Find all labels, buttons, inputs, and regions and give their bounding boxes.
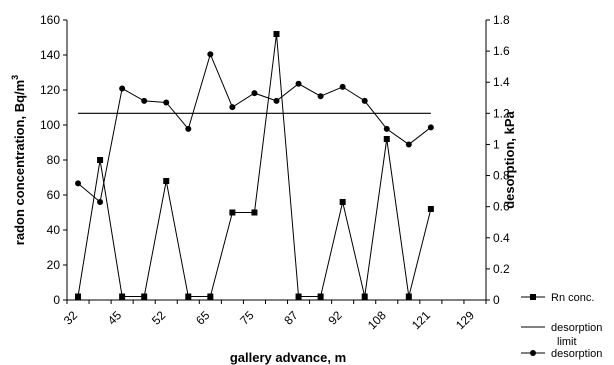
right-tick-label: 0.8 bbox=[493, 169, 510, 183]
right-tick-label: 1.2 bbox=[493, 106, 510, 120]
right-tick-label: 0 bbox=[493, 293, 500, 307]
right-axis-ticks: 0 0.2 0.4 0.6 0.8 1 1.2 1.4 1.6 1.8 bbox=[486, 13, 510, 307]
rn-conc-point bbox=[97, 157, 104, 163]
legend-square-marker bbox=[530, 294, 536, 300]
rn-conc-point bbox=[295, 293, 302, 300]
desorption-point bbox=[75, 180, 82, 187]
desorption-point bbox=[229, 104, 236, 111]
x-tick-label: 32 bbox=[61, 308, 81, 328]
rn-conc-line bbox=[77, 33, 432, 297]
desorption-point bbox=[251, 90, 258, 97]
rn-conc-point bbox=[229, 209, 236, 216]
x-axis-title: gallery advance, m bbox=[230, 350, 346, 365]
desorption-point bbox=[295, 80, 302, 87]
x-tick-label: 65 bbox=[193, 308, 213, 328]
desorption-point bbox=[317, 93, 324, 100]
desorption-point bbox=[383, 125, 390, 132]
desorption-point bbox=[141, 97, 148, 104]
desorption-point bbox=[97, 199, 104, 205]
legend-label-limit: desorption bbox=[551, 322, 602, 334]
x-tick-label: 45 bbox=[105, 308, 125, 328]
rn-conc-point bbox=[383, 136, 390, 142]
desorption-point bbox=[405, 141, 412, 148]
x-tick-label: 129 bbox=[453, 308, 477, 332]
x-tick-label: 121 bbox=[409, 308, 433, 332]
legend-label-rn: Rn conc. bbox=[551, 292, 594, 304]
right-tick-label: 0.2 bbox=[493, 262, 510, 276]
left-axis-ticks: 0 20 40 60 80 100 120 140 160 bbox=[40, 13, 67, 307]
left-tick-label: 160 bbox=[40, 13, 60, 27]
desorption-point bbox=[119, 85, 126, 92]
rn-conc-point bbox=[185, 293, 192, 300]
x-tick-label: 108 bbox=[365, 308, 389, 332]
rn-conc-point bbox=[251, 209, 258, 216]
rn-conc-point bbox=[75, 293, 82, 300]
left-axis-title: radon concentration, Bq/m3 bbox=[10, 75, 27, 245]
rn-conc-point bbox=[119, 293, 126, 300]
right-tick-label: 1.6 bbox=[493, 44, 510, 58]
legend-label-desorption: desorption bbox=[551, 348, 602, 360]
plot-area bbox=[66, 20, 487, 301]
left-tick-label: 100 bbox=[40, 118, 60, 132]
rn-conc-point bbox=[141, 293, 148, 300]
rn-conc-point bbox=[207, 293, 214, 300]
right-tick-label: 1 bbox=[493, 137, 500, 151]
x-axis-ticks: 32 45 52 65 75 87 92 108 121 129 bbox=[61, 300, 487, 332]
x-tick-label: 87 bbox=[281, 308, 301, 328]
left-tick-label: 60 bbox=[47, 188, 61, 202]
left-tick-label: 20 bbox=[47, 258, 61, 272]
rn-conc-point bbox=[405, 293, 412, 300]
left-tick-label: 0 bbox=[53, 293, 60, 307]
rn-conc-point bbox=[317, 293, 324, 300]
left-tick-label: 120 bbox=[40, 83, 60, 97]
desorption-point bbox=[339, 83, 346, 90]
left-tick-label: 40 bbox=[47, 223, 61, 237]
rn-conc-point bbox=[163, 178, 170, 184]
desorption-point bbox=[361, 97, 368, 104]
desorption-point bbox=[185, 125, 192, 132]
desorption-point bbox=[273, 97, 280, 104]
left-tick-label: 80 bbox=[47, 153, 61, 167]
x-tick-label: 52 bbox=[149, 308, 169, 328]
right-tick-label: 1.4 bbox=[493, 75, 510, 89]
desorption-line bbox=[77, 52, 432, 203]
desorption-point bbox=[207, 51, 214, 58]
legend-label-limit-sub: limit bbox=[557, 336, 577, 348]
rn-conc-point bbox=[273, 31, 280, 37]
right-axis-title: desorption, kPa bbox=[502, 110, 517, 208]
rn-conc-point bbox=[339, 199, 346, 205]
right-tick-label: 1.8 bbox=[493, 13, 510, 27]
right-tick-label: 0.6 bbox=[493, 200, 510, 214]
series-layer bbox=[75, 31, 434, 300]
legend: Rn conc. desorption limit desorption bbox=[521, 292, 602, 360]
rn-conc-point bbox=[427, 206, 434, 212]
x-tick-label: 92 bbox=[325, 308, 345, 328]
desorption-point bbox=[427, 124, 434, 131]
left-tick-label: 140 bbox=[40, 48, 60, 62]
x-tick-label: 75 bbox=[237, 308, 257, 328]
right-tick-label: 0.4 bbox=[493, 231, 510, 245]
rn-conc-point bbox=[361, 293, 368, 300]
legend-circle-marker bbox=[530, 350, 536, 356]
desorption-point bbox=[163, 99, 170, 106]
